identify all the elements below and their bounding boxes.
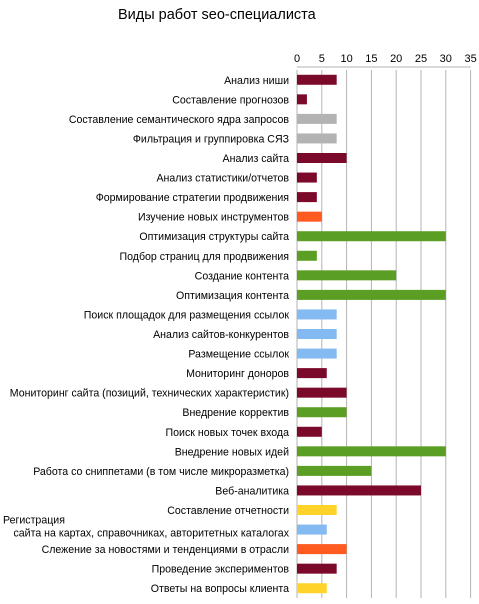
category-label: Слежение за новостями и тенденциями в от… [42,544,290,556]
bar [297,231,446,242]
x-tick-label: 0 [294,53,300,65]
x-tick-label: 35 [464,53,476,65]
bar [297,485,421,496]
category-label: Составление прогнозов [172,94,289,106]
category-label: Регистрация [3,515,65,527]
bar [297,133,337,144]
category-label: Ответы на вопросы клиента [151,583,289,595]
category-label: Работа со сниппетами (в том числе микрор… [33,466,289,478]
bar [297,563,337,574]
bar [297,192,317,203]
bar [297,524,327,535]
category-label: Анализ сайтов-конкурентов [153,329,289,341]
category-labels: Анализ ниши Составление прогнозов Составле… [3,75,290,595]
bar [297,348,337,359]
bar [297,465,372,476]
bar [297,74,337,85]
category-label: Внедрение новых идей [175,446,289,458]
bar [297,153,347,163]
bar [297,387,347,398]
bar [297,172,317,183]
x-axis-ticks: 0 5 10 15 20 25 30 35 [294,53,477,65]
x-tick-label: 25 [415,53,427,65]
category-label: Составление отчетности [167,505,289,517]
bar [297,309,337,320]
category-label: Подбор страниц для продвижения [120,251,290,263]
x-tick-label: 30 [440,53,452,65]
category-label: Мониторинг доноров [186,368,289,380]
x-tick-label: 10 [340,53,352,65]
bar [297,329,337,339]
x-tick-label: 5 [319,53,325,65]
category-label: сайта на картах, справочниках, авторитет… [13,528,289,540]
category-label: Изучение новых инструментов [138,212,289,224]
category-label: Поиск площадок для размещения ссылок [84,309,290,321]
chart-title: Виды работ seo-специалиста [118,7,317,23]
category-label: Поиск новых точек входа [166,427,290,439]
bar [297,270,397,281]
bar [297,368,327,379]
category-label: Оптимизация контента [176,290,289,302]
category-label: Анализ сайта [223,153,290,165]
bar [297,211,322,222]
bar [297,583,327,594]
bar [297,544,347,555]
bar [297,94,307,105]
bar [297,289,446,300]
category-label: Создание контента [195,270,289,282]
category-label: Внедрение корректив [182,407,289,419]
bars [297,74,446,594]
bar [297,505,337,515]
bar [297,407,347,418]
category-label: Фильтрация и группировка СЯЗ [133,133,289,145]
x-tick-label: 20 [390,53,402,65]
category-label: Мониторинг сайта (позиций, технических х… [10,388,289,400]
category-label: Анализ статистики/отчетов [156,173,289,185]
category-label: Формирование стратегии продвижения [96,192,289,204]
bar [297,113,337,124]
x-tick-label: 15 [365,53,377,65]
bar [297,446,446,457]
bar [297,250,317,261]
category-label: Оптимизация структуры сайта [139,231,289,243]
category-label: Проведение экспериментов [152,564,290,576]
bar [297,426,322,437]
category-label: Веб-аналитика [215,485,289,497]
category-label: Размещение ссылок [188,349,289,361]
category-label: Составление семантического ядра запросов [69,114,290,126]
category-label: Анализ ниши [224,75,289,87]
